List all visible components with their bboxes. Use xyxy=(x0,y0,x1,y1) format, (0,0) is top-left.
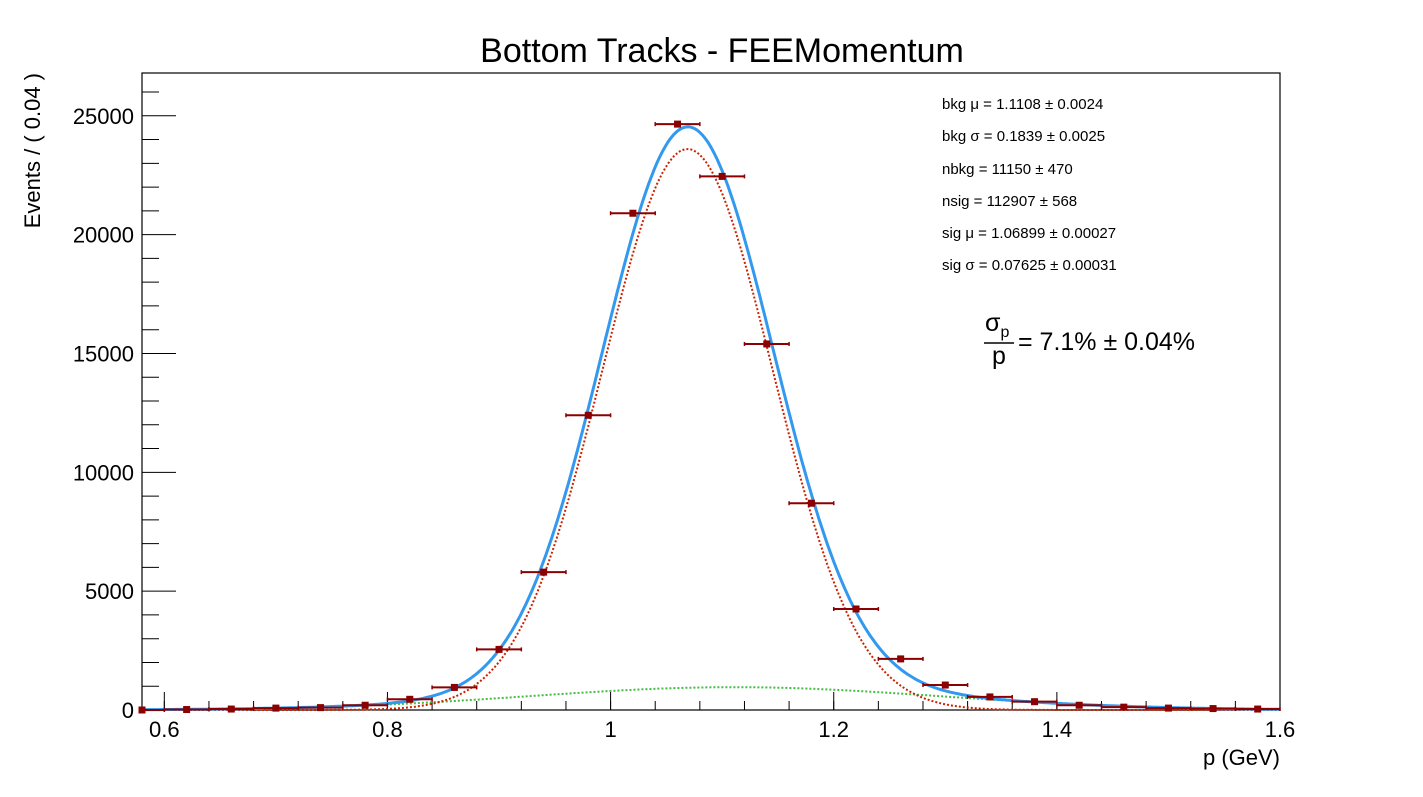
data-marker xyxy=(1164,704,1172,712)
data-marker xyxy=(807,499,815,507)
resolution-numerator-subscript: p xyxy=(1000,324,1009,341)
data-marker xyxy=(138,706,146,714)
x-tick-label: 0.6 xyxy=(149,717,180,742)
data-point xyxy=(609,209,656,217)
data-marker xyxy=(183,706,191,714)
x-tick-label: 1.2 xyxy=(818,717,849,742)
x-tick-label: 0.8 xyxy=(372,717,403,742)
y-tick-label: 20000 xyxy=(73,223,134,248)
x-tick-label: 1.6 xyxy=(1265,717,1296,742)
axis-ticks xyxy=(142,91,1281,711)
data-point xyxy=(654,120,701,128)
data-marker xyxy=(1254,705,1262,713)
resolution-numerator: σp xyxy=(985,309,1009,341)
signal-fit-curve xyxy=(142,148,1280,711)
data-point xyxy=(163,706,210,714)
data-marker xyxy=(227,705,235,713)
y-axis-label: Events / ( 0.04 ) xyxy=(20,73,45,228)
data-point xyxy=(922,681,969,689)
fit-stats-box: bkg μ = 1.1108 ± 0.0024 bkg σ = 0.1839 ±… xyxy=(942,96,1117,274)
data-marker xyxy=(584,411,592,419)
axis-tick-labels: 0.6 0.8 1 1.2 1.4 1.6 0 5000 10000 15000 20000 2500… xyxy=(73,104,1295,742)
data-point xyxy=(1189,705,1237,713)
data-point xyxy=(386,695,433,703)
data-marker xyxy=(450,683,458,691)
resolution-annotation: σp p = 7.1% ± 0.04% xyxy=(984,309,1195,370)
data-point xyxy=(565,411,612,419)
data-marker xyxy=(674,120,682,128)
data-point xyxy=(138,706,166,714)
data-marker xyxy=(941,681,949,689)
y-tick-label: 10000 xyxy=(73,460,134,485)
data-marker xyxy=(763,340,771,348)
x-tick-label: 1 xyxy=(604,717,616,742)
data-points xyxy=(138,120,1281,714)
resolution-denominator: p xyxy=(992,342,1006,370)
stat-sig-sigma: sig σ = 0.07625 ± 0.00031 xyxy=(942,257,1117,274)
data-marker xyxy=(629,209,637,217)
data-marker xyxy=(1120,703,1128,711)
data-point xyxy=(743,340,790,348)
data-marker xyxy=(1075,701,1083,709)
stat-sig-mu: sig μ = 1.06899 ± 0.00027 xyxy=(942,225,1116,242)
data-marker xyxy=(986,693,994,701)
data-point xyxy=(966,693,1013,701)
data-marker xyxy=(1209,705,1217,713)
data-marker xyxy=(317,704,325,712)
data-marker xyxy=(406,695,414,703)
data-point xyxy=(1011,698,1058,706)
data-marker xyxy=(897,655,905,663)
stat-nsig: nsig = 112907 ± 568 xyxy=(942,193,1077,210)
data-marker xyxy=(852,605,860,613)
data-point xyxy=(699,172,746,180)
x-tick-label: 1.4 xyxy=(1042,717,1073,742)
resolution-value: = 7.1% ± 0.04% xyxy=(1018,328,1195,356)
data-point xyxy=(832,605,880,613)
plot-frame xyxy=(141,72,1281,711)
total-fit-curve xyxy=(142,125,1280,712)
data-point xyxy=(342,701,389,709)
data-point xyxy=(788,499,835,507)
y-tick-label: 15000 xyxy=(73,341,134,366)
data-marker xyxy=(540,568,548,576)
x-axis-label: p (GeV) xyxy=(1203,745,1280,770)
data-point xyxy=(1234,705,1281,713)
data-point xyxy=(208,705,255,713)
data-point xyxy=(475,645,523,653)
data-marker xyxy=(718,172,726,180)
y-tick-label: 25000 xyxy=(73,104,134,129)
data-point xyxy=(877,655,924,663)
data-point xyxy=(431,683,478,691)
stat-nbkg: nbkg = 11150 ± 470 xyxy=(942,161,1073,178)
y-tick-label: 5000 xyxy=(85,579,134,604)
data-point xyxy=(520,568,567,576)
data-marker xyxy=(495,645,503,653)
data-marker xyxy=(361,701,369,709)
stat-bkg-sigma: bkg σ = 0.1839 ± 0.0025 xyxy=(942,128,1105,145)
data-marker xyxy=(272,704,280,712)
y-tick-label: 0 xyxy=(122,698,134,723)
data-marker xyxy=(1031,698,1039,706)
stat-bkg-mu: bkg μ = 1.1108 ± 0.0024 xyxy=(942,96,1103,113)
chart-title: Bottom Tracks - FEEMomentum xyxy=(480,32,964,70)
